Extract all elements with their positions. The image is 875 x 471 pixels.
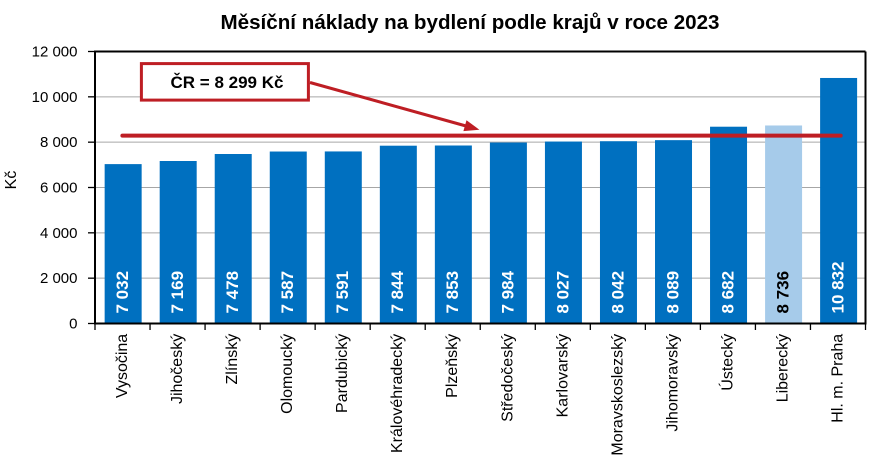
svg-text:Plzeňský: Plzeňský xyxy=(444,334,461,398)
svg-text:8 042: 8 042 xyxy=(608,271,627,314)
svg-text:7 591: 7 591 xyxy=(333,271,352,314)
svg-text:7 169: 7 169 xyxy=(168,271,187,314)
svg-text:Jihočeský: Jihočeský xyxy=(169,334,186,404)
svg-text:7 032: 7 032 xyxy=(113,271,132,314)
svg-text:Moravskoslezský: Moravskoslezský xyxy=(609,334,626,456)
svg-text:7 984: 7 984 xyxy=(498,270,517,313)
svg-text:0: 0 xyxy=(69,316,77,333)
svg-text:Pardubický: Pardubický xyxy=(334,334,351,413)
svg-text:Vysočina: Vysočina xyxy=(114,334,131,398)
svg-text:Olomoucký: Olomoucký xyxy=(279,334,296,414)
svg-text:Hl. m. Praha: Hl. m. Praha xyxy=(829,334,846,423)
svg-text:Jihomoravský: Jihomoravský xyxy=(664,334,681,432)
svg-text:6 000: 6 000 xyxy=(40,180,78,197)
svg-text:Královéhradecký: Královéhradecký xyxy=(389,334,406,453)
svg-text:Liberecký: Liberecký xyxy=(774,334,791,402)
svg-text:8 682: 8 682 xyxy=(718,271,737,314)
svg-text:8 027: 8 027 xyxy=(553,271,572,314)
svg-text:7 478: 7 478 xyxy=(223,271,242,314)
svg-text:10 000: 10 000 xyxy=(32,89,78,106)
svg-text:Kč: Kč xyxy=(3,171,20,190)
svg-text:4 000: 4 000 xyxy=(40,225,78,242)
svg-text:7 853: 7 853 xyxy=(443,271,462,314)
svg-text:10 832: 10 832 xyxy=(828,262,847,314)
svg-text:12 000: 12 000 xyxy=(32,44,78,61)
svg-text:8 089: 8 089 xyxy=(663,271,682,314)
svg-text:ČR = 8 299 Kč: ČR = 8 299 Kč xyxy=(171,73,284,92)
svg-text:Ústecký: Ústecký xyxy=(717,334,736,391)
svg-text:2 000: 2 000 xyxy=(40,270,78,287)
svg-text:Středočeský: Středočeský xyxy=(499,334,516,422)
svg-text:7 844: 7 844 xyxy=(388,270,407,313)
svg-text:Zlínský: Zlínský xyxy=(224,334,241,385)
svg-text:Měsíční náklady na bydlení pod: Měsíční náklady na bydlení podle krajů v… xyxy=(220,11,719,34)
svg-text:8 000: 8 000 xyxy=(40,134,78,151)
svg-text:8 736: 8 736 xyxy=(773,271,792,314)
svg-text:Karlovarský: Karlovarský xyxy=(554,334,571,418)
svg-text:7 587: 7 587 xyxy=(278,271,297,314)
